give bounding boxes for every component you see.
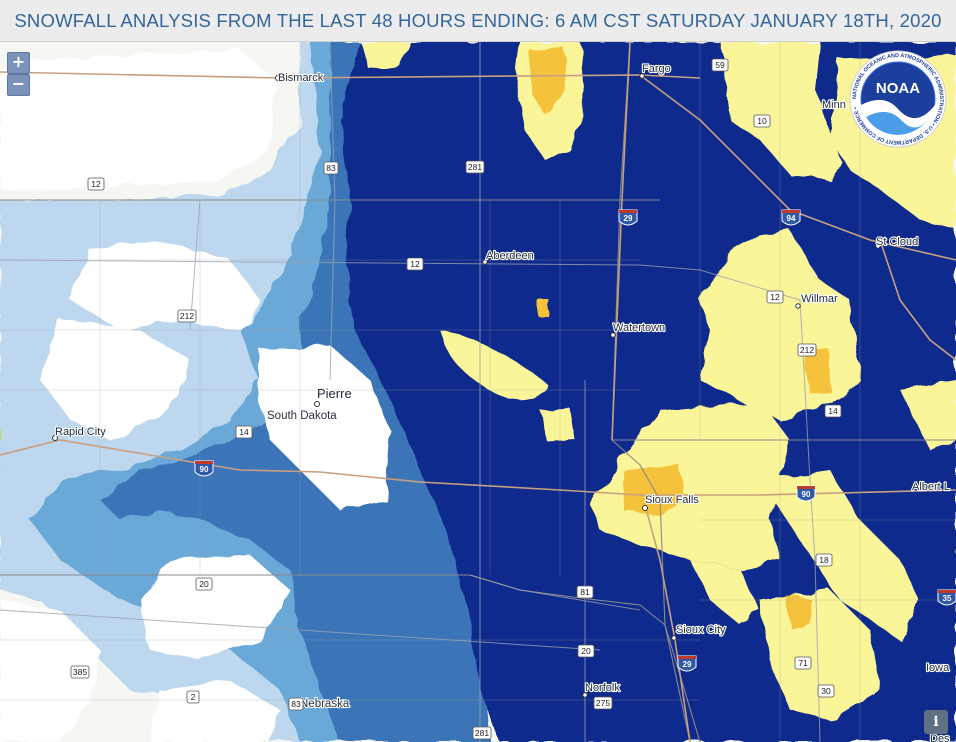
us-shield: 20 (195, 577, 213, 591)
svg-text:81: 81 (580, 587, 590, 597)
svg-text:12: 12 (91, 179, 101, 189)
highways (0, 42, 821, 742)
svg-text:83: 83 (326, 163, 336, 173)
snowfall-layer (0, 42, 956, 742)
us-shield: 14 (824, 404, 842, 418)
svg-text:281: 281 (475, 728, 489, 738)
us-shield: 30 (817, 684, 835, 698)
map-title: SNOWFALL ANALYSIS FROM THE LAST 48 HOURS… (14, 9, 942, 31)
svg-text:385: 385 (73, 667, 87, 677)
zoom-out-button[interactable]: − (7, 74, 30, 96)
snowfall-map[interactable]: Bismarck Fargo Minn St Cloud Aberdeen Wi… (0, 42, 956, 742)
city-label-norfolk: Norfolk (585, 682, 620, 694)
svg-text:2: 2 (191, 692, 196, 702)
svg-text:20: 20 (581, 646, 591, 656)
us-shield: 20 (577, 644, 595, 658)
svg-text:59: 59 (715, 60, 725, 70)
state-boundaries (0, 42, 956, 742)
city-label-fargo: Fargo (642, 63, 671, 75)
svg-text:18: 18 (819, 555, 829, 565)
svg-text:12: 12 (770, 292, 780, 302)
city-label-stcloud: St Cloud (876, 236, 918, 248)
svg-text:212: 212 (800, 345, 814, 355)
svg-text:281: 281 (468, 162, 482, 172)
noaa-logo-text: NOAA (876, 80, 920, 97)
interstate-shields: 29 94 90 90 29 35 (194, 209, 956, 672)
svg-text:14: 14 (239, 427, 249, 437)
state-label-ne: Nebraska (300, 698, 350, 710)
city-label-siouxfalls: Sioux Falls (645, 494, 699, 506)
us-shield: 385 (70, 665, 90, 679)
us-shield: 212 (797, 343, 817, 357)
svg-text:83: 83 (291, 699, 301, 709)
city-label-minneapolis: Minn (822, 99, 846, 111)
city-label-pierre: Pierre (317, 386, 352, 401)
us-shield: 275 (593, 696, 613, 710)
svg-text:29: 29 (683, 660, 692, 669)
svg-text:30: 30 (821, 686, 831, 696)
us-shield: 83 (288, 697, 304, 711)
svg-text:35: 35 (943, 594, 952, 603)
city-label-bismarck: Bismarck (278, 72, 324, 84)
city-label-rapidcity: Rapid City (55, 426, 106, 438)
us-shield: 71 (794, 656, 812, 670)
us-shield: 12 (766, 290, 784, 304)
svg-text:10: 10 (757, 116, 767, 126)
interstate-shield: 94 (781, 209, 801, 226)
svg-text:90: 90 (200, 465, 209, 474)
interstate-shield: 29 (677, 655, 697, 672)
map-title-bar: SNOWFALL ANALYSIS FROM THE LAST 48 HOURS… (0, 0, 956, 42)
us-shield: 2 (186, 690, 200, 704)
interstate-shield: 35 (937, 589, 956, 606)
roads (0, 42, 956, 742)
interstate-shield: 90 (796, 485, 816, 502)
us-shield: 281 (472, 726, 492, 740)
city-label-iowa: Iowa (926, 662, 950, 674)
county-boundaries (0, 42, 956, 742)
svg-text:94: 94 (787, 214, 796, 223)
us-shield: 12 (406, 257, 424, 271)
state-label-sd: South Dakota (267, 410, 337, 422)
us-shield: 12 (87, 177, 105, 191)
us-shield: 10 (753, 114, 771, 128)
svg-text:212: 212 (180, 311, 194, 321)
us-shield: 18 (815, 553, 833, 567)
svg-text:14: 14 (828, 406, 838, 416)
noaa-logo: NOAA NATIONAL OCEANIC AND ATMOSPHERIC AD… (849, 50, 947, 148)
city-label-willmar: Willmar (801, 293, 838, 305)
us-shield: 83 (323, 161, 339, 175)
city-label-siouxcity: Sioux City (676, 624, 726, 636)
us-shield: 81 (576, 585, 594, 599)
us-shield: 59 (711, 58, 729, 72)
city-label-desmoines: Des (930, 733, 950, 742)
svg-text:275: 275 (596, 698, 610, 708)
map-canvas[interactable]: Bismarck Fargo Minn St Cloud Aberdeen Wi… (0, 42, 956, 742)
interstate-shield: 90 (194, 460, 214, 477)
us-shield: 14 (235, 425, 253, 439)
us-shield: 281 (465, 160, 485, 174)
svg-text:29: 29 (624, 214, 633, 223)
us-shield: 212 (177, 309, 197, 323)
svg-text:71: 71 (798, 658, 808, 668)
zoom-in-button[interactable]: + (7, 52, 30, 74)
city-label-albertlea: Albert L (912, 481, 950, 493)
city-label-aberdeen: Aberdeen (486, 250, 534, 262)
info-button[interactable]: i (924, 710, 948, 734)
city-markers: Bismarck Fargo Minn St Cloud Aberdeen Wi… (52, 62, 951, 742)
svg-text:12: 12 (410, 259, 420, 269)
svg-text:90: 90 (802, 490, 811, 499)
city-label-watertown: Watertown (613, 322, 665, 334)
svg-text:20: 20 (199, 579, 209, 589)
us-highway-shields: 83 281 12 12 212 14 14 20 385 2 83 281 2… (70, 58, 842, 740)
interstate-shield: 29 (618, 209, 638, 226)
